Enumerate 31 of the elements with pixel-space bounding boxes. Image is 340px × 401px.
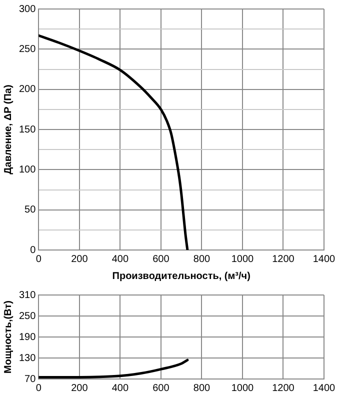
line-series (38, 34, 189, 250)
y-tick-label: 300 (18, 4, 36, 15)
y-axis-title: Мощность,(Вт) (2, 300, 14, 374)
y-tick-label: 200 (18, 84, 36, 96)
y-tick-label: 70 (24, 374, 36, 385)
x-axis-title: Производительность, (м³/ч) (112, 270, 250, 282)
line-series (38, 358, 189, 378)
x-tick-label: 1200 (272, 382, 295, 394)
y-tick-label: 130 (18, 352, 36, 364)
x-tick-label: 600 (152, 254, 170, 265)
x-tick-label: 600 (152, 382, 170, 394)
y-tick-label: 0 (30, 244, 36, 256)
y-tick-label: 250 (18, 44, 36, 55)
y-tick-label: 50 (24, 204, 36, 216)
x-tick-label: 1200 (272, 254, 295, 265)
x-tick-label: 1000 (231, 254, 254, 265)
y-tick-label: 100 (18, 164, 36, 176)
y-tick-label: 190 (18, 332, 36, 343)
x-tick-label: 800 (193, 382, 210, 394)
x-tick-label: 200 (71, 254, 88, 265)
x-tick-label: 1400 (312, 382, 336, 394)
y-tick-label: 150 (18, 124, 36, 136)
x-tick-label: 1000 (231, 382, 254, 394)
x-tick-label: 800 (193, 254, 210, 265)
x-tick-label: 1400 (312, 254, 336, 265)
x-tick-label: 400 (112, 382, 129, 394)
y-tick-label: 310 (18, 290, 36, 301)
x-tick-label: 200 (71, 382, 88, 394)
y-axis-title: Давление, ΔP (Па) (2, 84, 14, 174)
x-tick-label: 400 (112, 254, 129, 265)
y-tick-label: 250 (18, 310, 36, 322)
